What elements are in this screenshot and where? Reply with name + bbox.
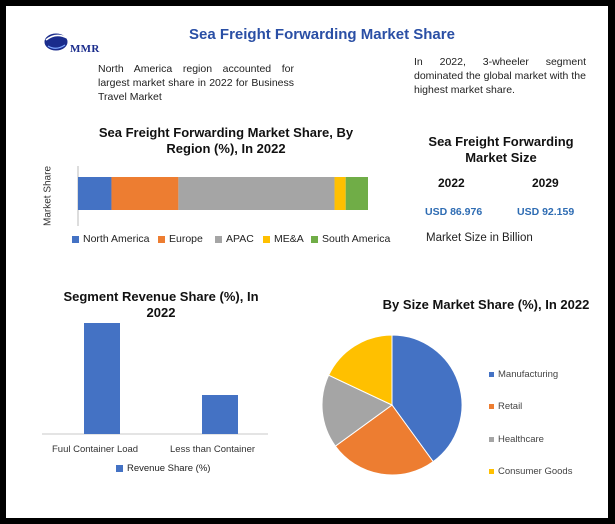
page-title: Sea Freight Forwarding Market Share (189, 26, 455, 43)
pie-legend-label: Retail (498, 401, 523, 412)
region-legend-label: Europe (169, 233, 203, 245)
segment-bar-chart (42, 323, 268, 435)
legend-swatch (489, 372, 494, 377)
region-bar-segment-2 (178, 177, 335, 210)
segment-bar-1 (202, 395, 238, 434)
region-chart-title: Sea Freight Forwarding Market Share, By … (98, 125, 354, 156)
pie-slice-3 (327, 334, 393, 406)
segment-chart-title: Segment Revenue Share (%), In 2022 (63, 289, 259, 320)
market-size-value-2022: USD 86.976 (425, 206, 483, 218)
region-legend-item-2: APAC (215, 233, 254, 245)
pie-legend-label: Healthcare (498, 434, 544, 445)
market-size-unit: Market Size in Billion (426, 232, 533, 244)
segment-legend-label: Revenue Share (%) (127, 463, 211, 474)
region-legend-item-3: ME&A (263, 233, 304, 245)
legend-swatch (489, 404, 494, 409)
legend-swatch (489, 437, 494, 442)
region-legend-label: South America (322, 233, 391, 245)
legend-swatch (263, 235, 270, 243)
pie-legend-item-0: Manufacturing (489, 369, 558, 380)
region-legend-label: North America (83, 233, 150, 245)
legend-swatch (311, 235, 318, 243)
pie-legend-item-3: Consumer Goods (489, 466, 572, 477)
segment-legend: Revenue Share (%) (116, 463, 210, 474)
market-size-year-2022: 2022 (438, 176, 465, 190)
legend-swatch (489, 469, 494, 474)
legend-swatch (158, 235, 165, 243)
segment-bar-0 (84, 323, 120, 434)
pie-slice-2 (321, 374, 393, 447)
region-chart-ylabel: Market Share (42, 165, 54, 227)
region-bar-segment-0 (78, 177, 112, 210)
region-legend-item-0: North America (72, 233, 150, 245)
region-stacked-bar-chart (77, 166, 368, 226)
pie-legend-label: Manufacturing (498, 369, 559, 380)
region-legend-item-1: Europe (158, 233, 203, 245)
note-right: In 2022, 3-wheeler segment dominated the… (414, 56, 586, 96)
pie-legend-item-1: Retail (489, 401, 522, 412)
region-bar-segment-4 (345, 177, 368, 210)
pie-legend-item-2: Healthcare (489, 434, 544, 445)
market-size-year-2029: 2029 (532, 176, 559, 190)
pie-slice-1 (334, 404, 434, 476)
legend-swatch (215, 235, 222, 243)
region-bar-segment-1 (111, 177, 179, 210)
segment-category-label-1: Less than Container (170, 444, 256, 455)
region-legend-label: ME&A (274, 233, 304, 245)
note-left: North America region accounted for large… (98, 63, 294, 103)
pie-chart-title: By Size Market Share (%), In 2022 (382, 297, 590, 312)
market-size-title: Sea Freight Forwarding Market Size (428, 134, 574, 165)
market-size-value-2029: USD 92.159 (517, 206, 575, 218)
legend-swatch (116, 465, 123, 472)
infographic-canvas: MMR Sea Freight Forwarding Market Share … (6, 6, 608, 518)
region-bar-segment-3 (334, 177, 346, 210)
region-legend-label: APAC (226, 233, 254, 245)
segment-category-label-0: Fuul Container Load (52, 444, 139, 455)
legend-swatch (72, 235, 79, 243)
brand-logo-text: MMR (70, 43, 100, 55)
pie-legend-label: Consumer Goods (498, 466, 573, 477)
globe-logo-icon (43, 32, 69, 52)
pie-slice-0 (391, 334, 463, 463)
region-legend-item-4: South America (311, 233, 390, 245)
size-pie-chart (321, 334, 463, 476)
